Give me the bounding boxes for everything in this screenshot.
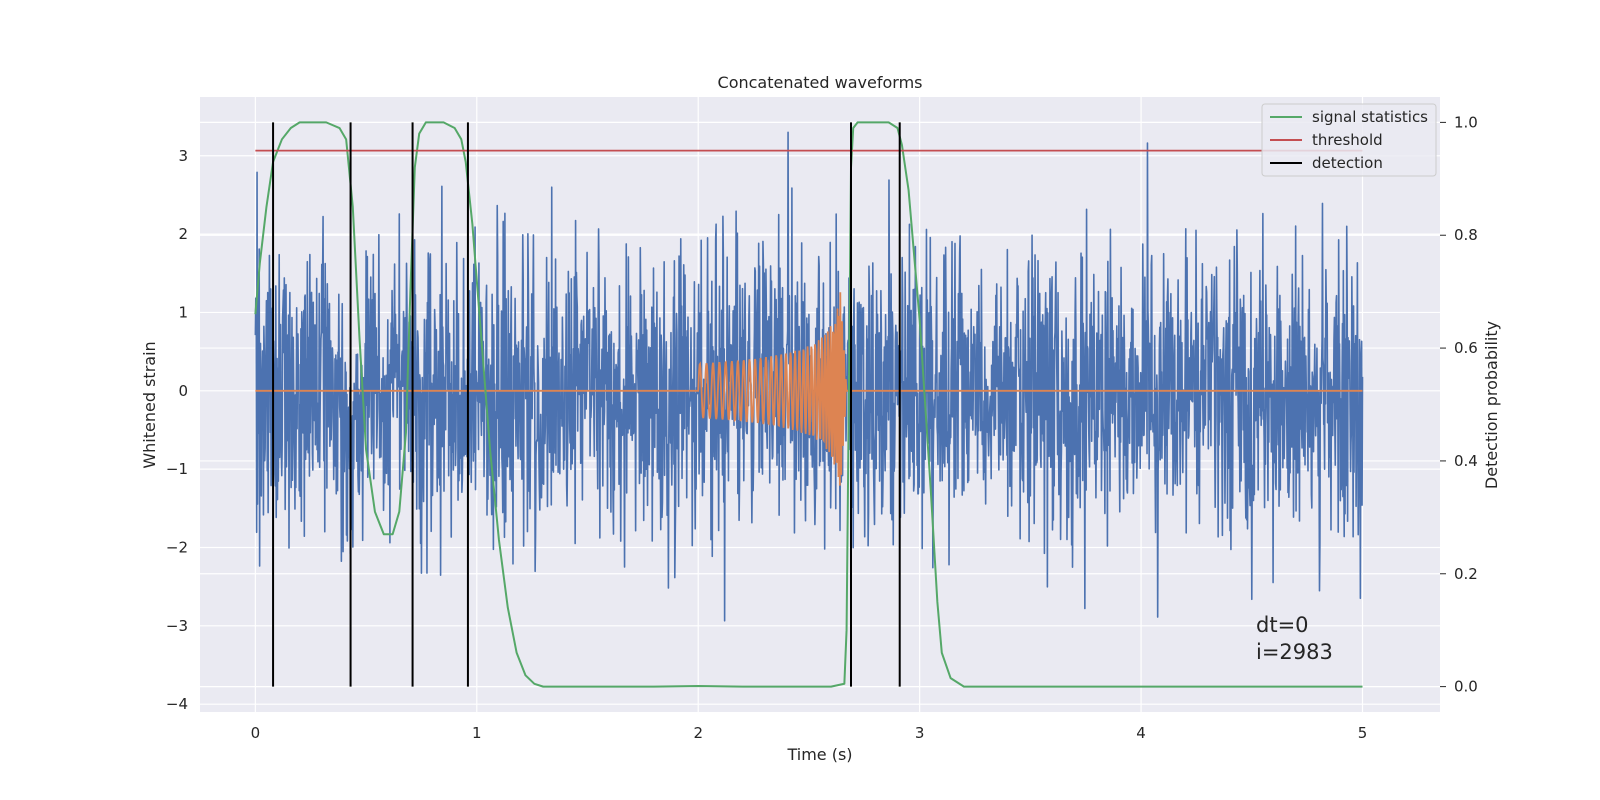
annotation-index: i=2983 bbox=[1256, 640, 1333, 664]
chart-title: Concatenated waveforms bbox=[718, 73, 923, 92]
y2-axis-label: Detection probability bbox=[1482, 321, 1501, 489]
legend-label-threshold: threshold bbox=[1312, 131, 1383, 149]
y-tick-label: 3 bbox=[178, 147, 188, 165]
noise-line bbox=[254, 131, 1364, 622]
x-tick-label: 3 bbox=[915, 724, 925, 742]
y2-tick-label: 0.4 bbox=[1454, 452, 1478, 470]
y-tick-label: 1 bbox=[178, 303, 188, 321]
y-tick-label: −1 bbox=[166, 460, 188, 478]
x-tick-label: 5 bbox=[1358, 724, 1368, 742]
y2-tick-label: 0.8 bbox=[1454, 226, 1478, 244]
y2-tick-label: 0.0 bbox=[1454, 678, 1478, 696]
x-tick-label: 1 bbox=[472, 724, 482, 742]
waveform-line bbox=[255, 292, 1363, 486]
y-tick-label: −2 bbox=[166, 538, 188, 556]
legend: signal statistics threshold detection bbox=[1261, 103, 1437, 177]
x-tick-label: 0 bbox=[251, 724, 261, 742]
annotation-dt: dt=0 bbox=[1256, 613, 1309, 637]
legend-box bbox=[1261, 103, 1437, 177]
y2-tick-label: 0.2 bbox=[1454, 565, 1478, 583]
y2-tick-label: 0.6 bbox=[1454, 339, 1478, 357]
y2-tick-label: 1.0 bbox=[1454, 113, 1478, 131]
y-tick-label: −3 bbox=[166, 617, 188, 635]
noise-series bbox=[254, 131, 1364, 622]
x-tick-label: 4 bbox=[1136, 724, 1146, 742]
x-tick-label: 2 bbox=[693, 724, 703, 742]
y-tick-label: 2 bbox=[178, 225, 188, 243]
y-axis-ticks: −4 −3 −2 −1 0 1 2 3 bbox=[166, 147, 188, 713]
x-axis-ticks: 0 1 2 3 4 5 bbox=[251, 724, 1368, 742]
y-axis-label: Whitened strain bbox=[140, 341, 159, 468]
y-tick-label: 0 bbox=[178, 382, 188, 400]
x-axis-label: Time (s) bbox=[786, 745, 852, 764]
waveform-series bbox=[255, 292, 1363, 486]
detection-series bbox=[272, 122, 901, 687]
y2-axis-ticks: 0.0 0.2 0.4 0.6 0.8 1.0 bbox=[1440, 113, 1478, 696]
legend-label-signal-statistics: signal statistics bbox=[1312, 108, 1428, 126]
y-tick-label: −4 bbox=[166, 695, 188, 713]
legend-label-detection: detection bbox=[1312, 154, 1383, 172]
